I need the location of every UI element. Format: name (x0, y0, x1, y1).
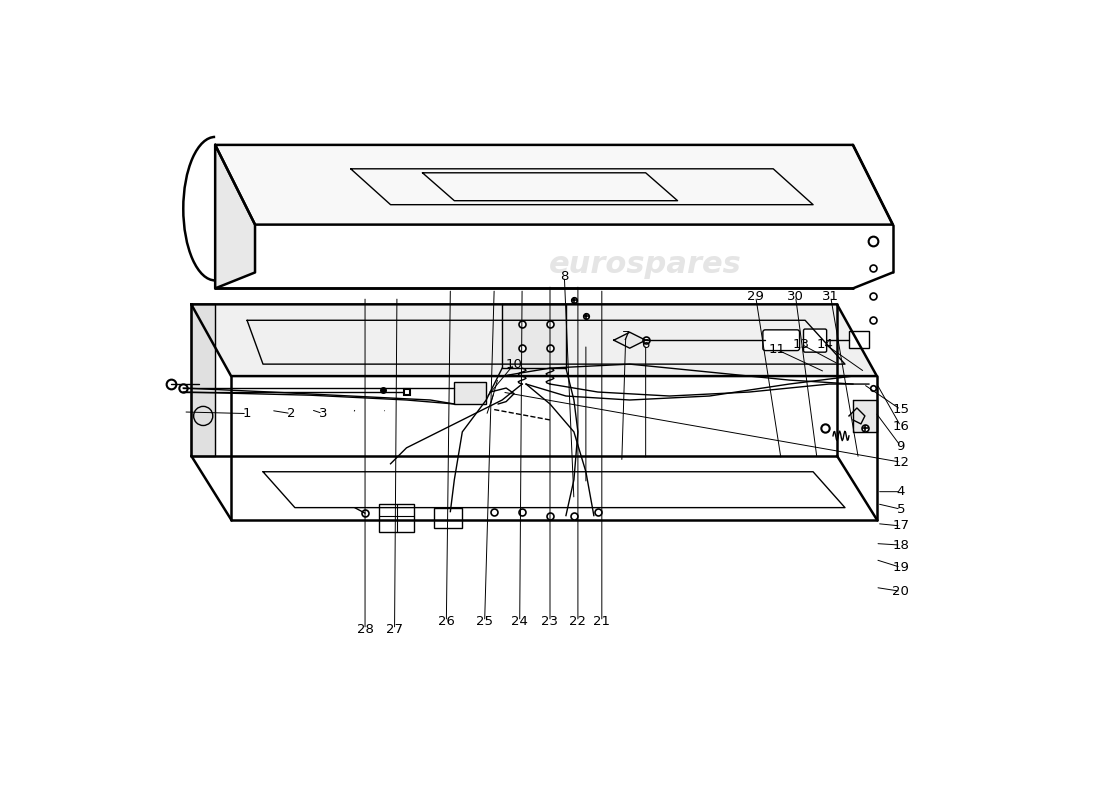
Text: 15: 15 (892, 403, 910, 416)
Bar (434, 508, 462, 527)
Text: eurospares: eurospares (278, 314, 471, 342)
Text: 26: 26 (438, 615, 454, 628)
Text: 12: 12 (892, 456, 910, 469)
Text: 11: 11 (769, 343, 785, 356)
Text: 3: 3 (319, 407, 327, 420)
Text: 4: 4 (896, 485, 905, 498)
Text: 18: 18 (892, 538, 910, 551)
Text: 21: 21 (593, 615, 611, 628)
Text: 25: 25 (476, 615, 493, 628)
Text: 16: 16 (892, 420, 910, 433)
Text: 10: 10 (506, 358, 522, 370)
Text: 2: 2 (287, 407, 295, 420)
Text: eurospares: eurospares (549, 250, 742, 279)
FancyBboxPatch shape (849, 330, 869, 348)
FancyBboxPatch shape (454, 382, 486, 404)
FancyBboxPatch shape (803, 329, 826, 352)
Text: 30: 30 (788, 290, 804, 303)
Text: 20: 20 (892, 585, 910, 598)
Polygon shape (216, 145, 255, 288)
Text: 17: 17 (892, 519, 910, 533)
Text: 31: 31 (822, 290, 839, 303)
Text: 24: 24 (512, 615, 528, 628)
Text: 29: 29 (747, 290, 764, 303)
Text: 13: 13 (793, 338, 810, 350)
Text: 7: 7 (621, 330, 630, 342)
Text: 9: 9 (896, 440, 905, 453)
FancyBboxPatch shape (763, 330, 800, 350)
Text: 5: 5 (896, 502, 905, 516)
Polygon shape (191, 304, 216, 456)
Polygon shape (614, 332, 646, 348)
Polygon shape (191, 304, 877, 376)
Polygon shape (503, 304, 565, 368)
Polygon shape (216, 145, 893, 225)
Text: 23: 23 (541, 615, 559, 628)
Polygon shape (852, 400, 877, 432)
Text: 27: 27 (386, 623, 403, 636)
Text: 1: 1 (243, 407, 251, 420)
Bar (378, 504, 415, 531)
Text: 22: 22 (570, 615, 586, 628)
Text: 28: 28 (356, 623, 374, 636)
Text: 14: 14 (816, 338, 834, 350)
Polygon shape (849, 408, 865, 424)
Text: 6: 6 (641, 338, 650, 350)
Text: 19: 19 (892, 561, 910, 574)
Text: 8: 8 (560, 270, 569, 283)
